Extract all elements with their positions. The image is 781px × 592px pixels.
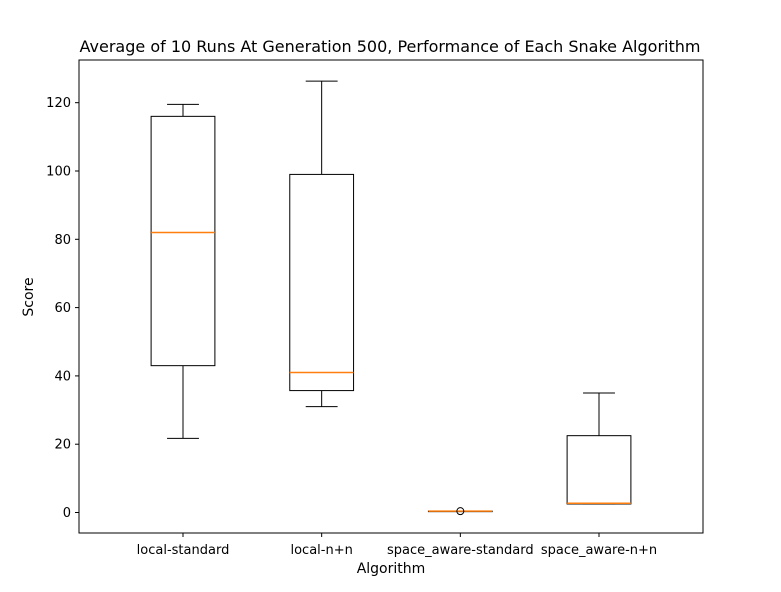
box-series bbox=[150, 80, 632, 516]
x-tick-label: local-standard bbox=[137, 543, 230, 558]
x-axis-label: Algorithm bbox=[357, 561, 426, 577]
iqr-box bbox=[150, 115, 216, 367]
x-tick-label: space_aware-standard bbox=[387, 543, 534, 558]
outlier-point bbox=[456, 507, 465, 516]
y-tick-label: 120 bbox=[46, 96, 71, 111]
y-tick-label: 80 bbox=[54, 233, 71, 248]
x-axis-tick-labels: local-standard local-n+n space_aware-stand… bbox=[137, 533, 657, 558]
y-axis-label: Score bbox=[21, 277, 37, 316]
y-tick-label: 20 bbox=[54, 438, 71, 453]
x-tick-label: space_aware-n+n bbox=[541, 543, 657, 558]
chart-title: Average of 10 Runs At Generation 500, Pe… bbox=[80, 37, 701, 56]
iqr-box bbox=[289, 173, 355, 392]
x-tick-label: local-n+n bbox=[290, 543, 352, 558]
y-tick-label: 60 bbox=[54, 301, 71, 316]
y-tick-label: 40 bbox=[54, 369, 71, 384]
plot-area-frame bbox=[78, 59, 704, 534]
y-tick-label: 100 bbox=[46, 164, 71, 179]
y-axis-ticks: 0 20 40 60 80 100 120 bbox=[46, 96, 79, 521]
y-tick-label: 0 bbox=[63, 506, 71, 521]
